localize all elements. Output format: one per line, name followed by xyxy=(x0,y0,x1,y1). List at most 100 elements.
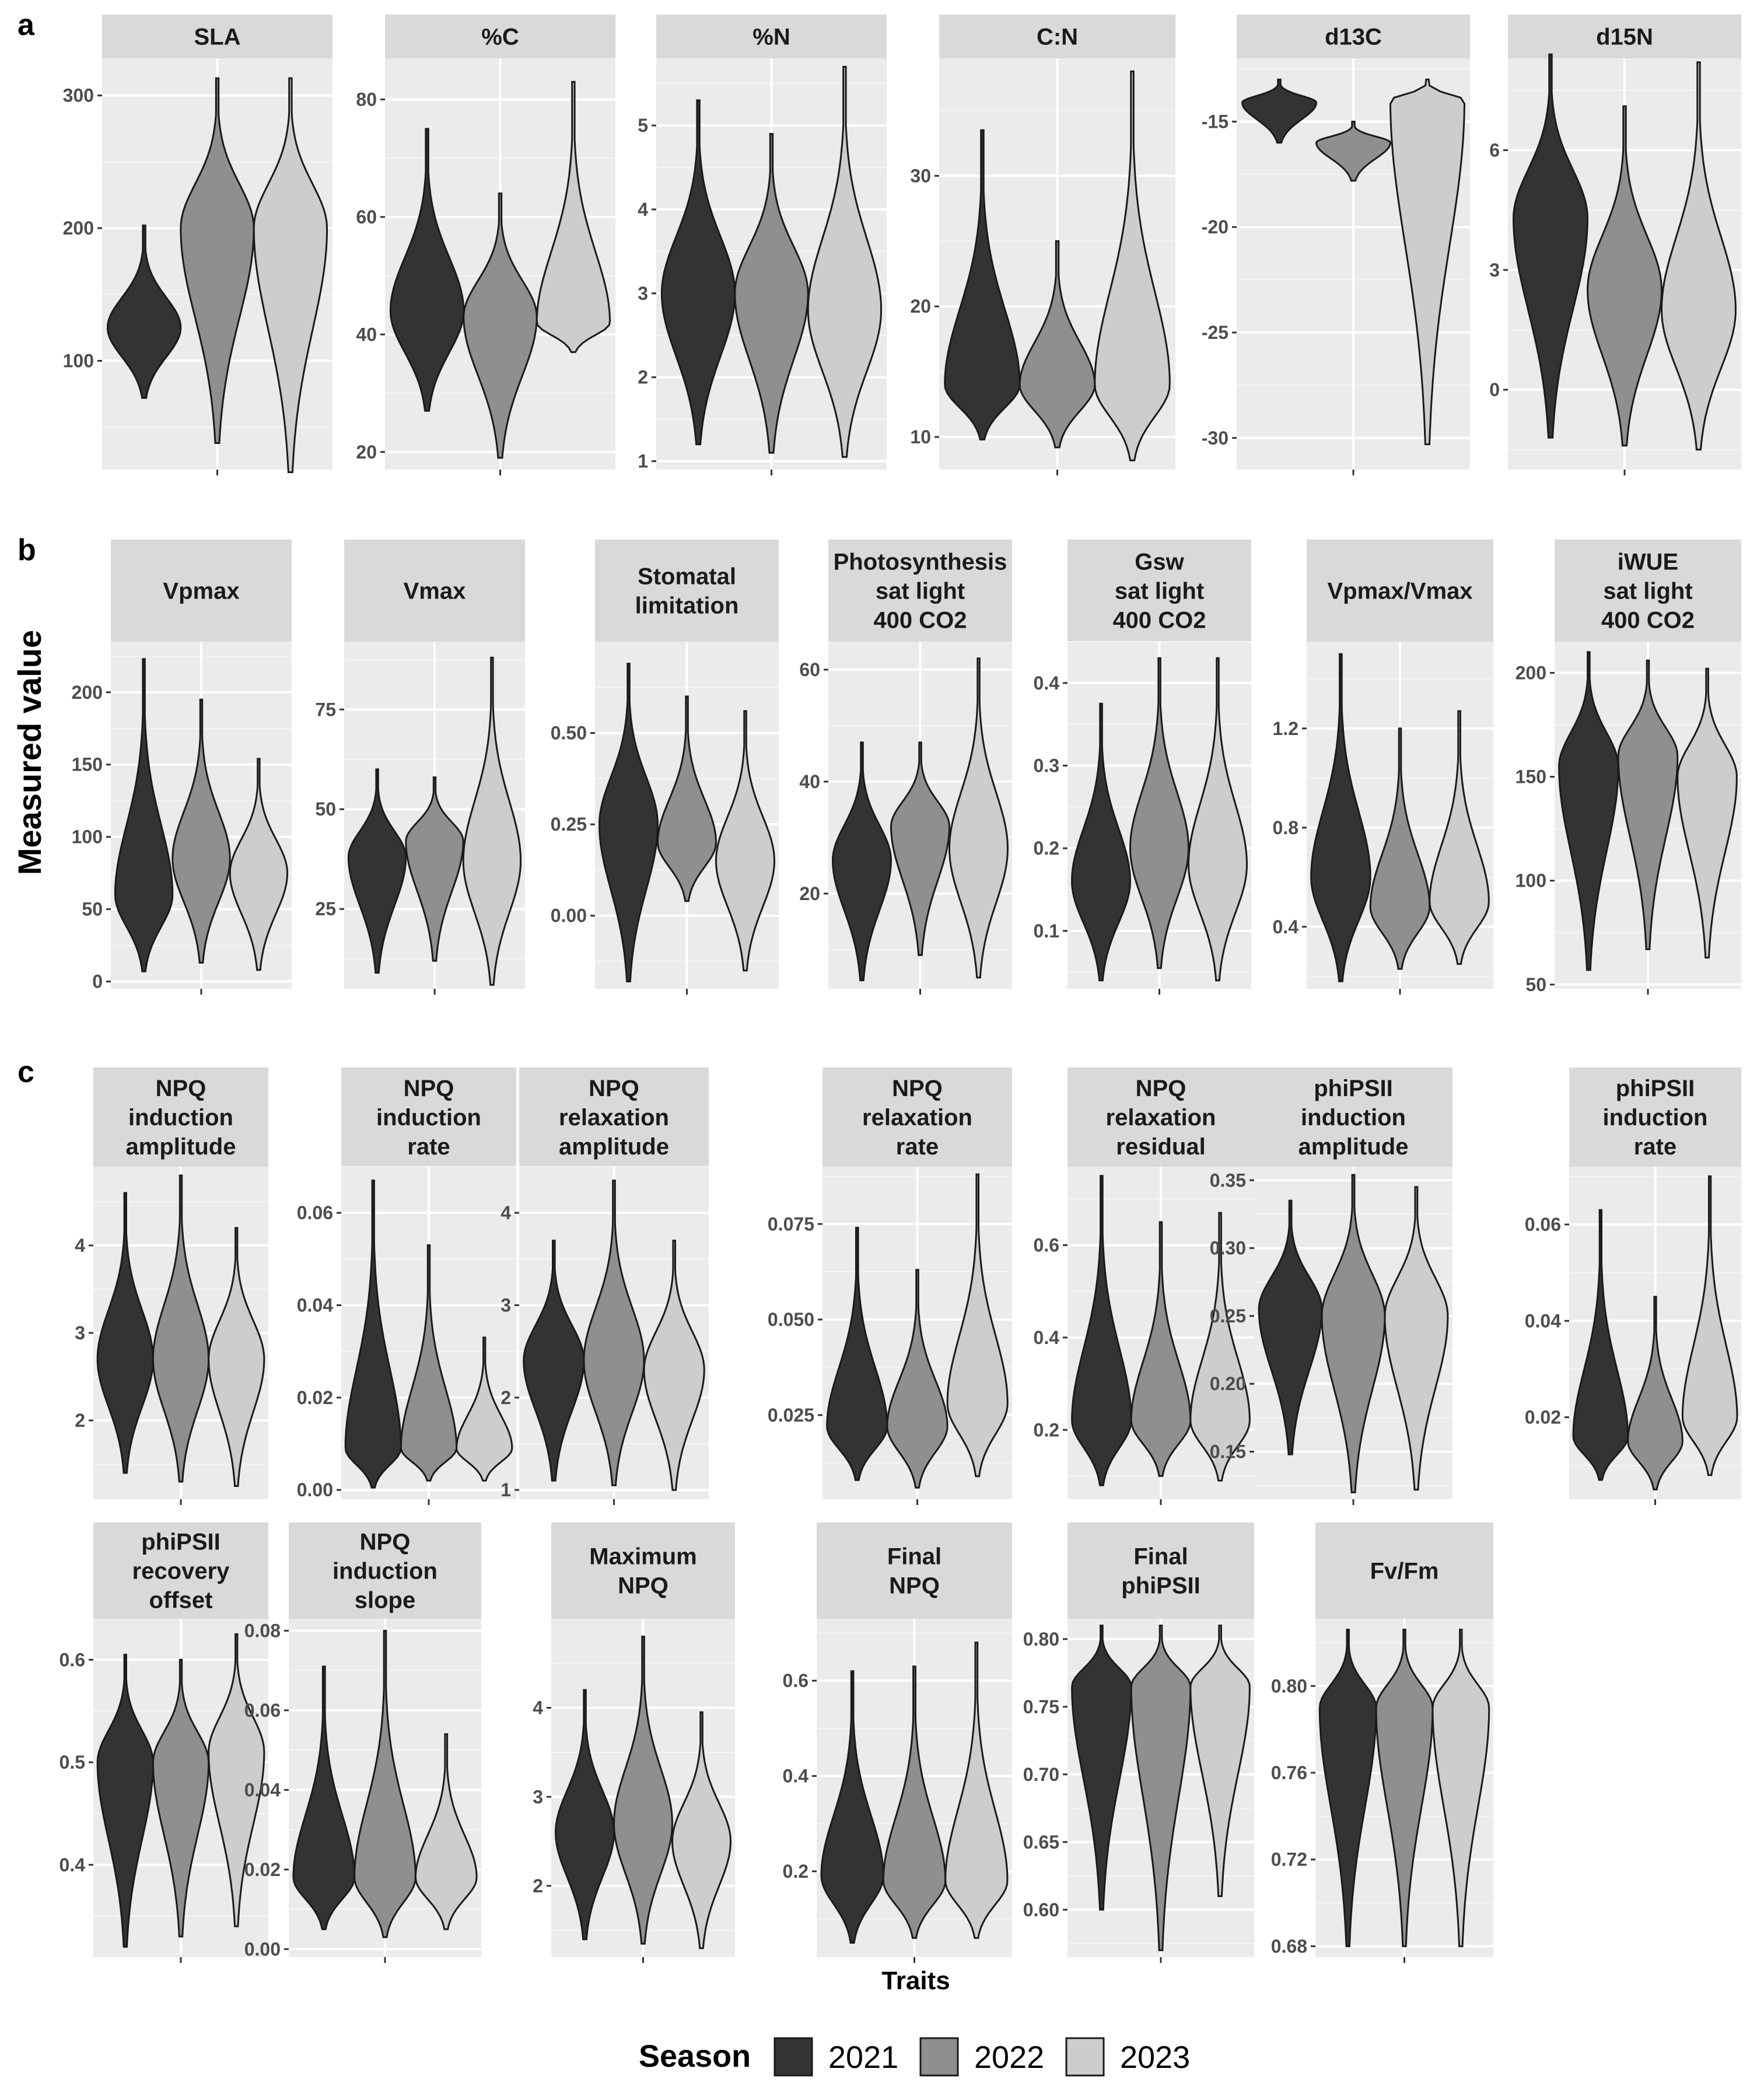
violin-gsw-sat-light-400-co2-2022 xyxy=(1129,657,1190,970)
y-tick-label: 0.76 xyxy=(1271,1762,1307,1783)
violin-npq-relaxation-residual-2021 xyxy=(1071,1175,1132,1486)
panel-c: %C 20 40 60 80 xyxy=(356,15,615,475)
y-tick-label: 40 xyxy=(799,771,820,792)
y-tick-label: 0.02 xyxy=(297,1387,333,1408)
strip-title-phipsii-recovery-offset: phiPSII xyxy=(141,1530,220,1555)
violin-photosynthesis-sat-light-400-co2-2021 xyxy=(831,741,892,982)
panel-iwue-sat-light-400-co2: iWUE sat light 400 CO2 50 100 150 200 xyxy=(1516,540,1741,995)
panel-fv-fm: Fv/Fm 0.68 0.72 0.76 0.80 xyxy=(1271,1522,1493,1963)
violin-d15n-2021 xyxy=(1512,53,1589,439)
strip-title-photosynthesis-sat-light-400-co2: 400 CO2 xyxy=(873,608,967,634)
strip-title-sla: SLA xyxy=(194,24,241,50)
violin-n-2023 xyxy=(807,65,882,458)
strip-title-photosynthesis-sat-light-400-co2: Photosynthesis xyxy=(834,550,1007,575)
strip-vpmax-vmax xyxy=(1307,540,1493,642)
strip-final-npq xyxy=(817,1522,1012,1619)
violin-vpmax-2022 xyxy=(172,698,231,964)
legend: Season 2021 2022 2023 xyxy=(639,2037,1190,2077)
y-tick-label: 150 xyxy=(1516,766,1546,788)
strip-title-gsw-sat-light-400-co2: Gsw xyxy=(1135,550,1184,575)
violin-npq-relaxation-amplitude-2022 xyxy=(583,1180,645,1486)
strip-title-vmax: Vmax xyxy=(404,579,466,604)
y-tick-label: 0.6 xyxy=(1034,1235,1059,1256)
strip-title-maximum-npq: Maximum xyxy=(589,1544,697,1570)
violin-phipsii-recovery-offset-2023 xyxy=(208,1633,265,1927)
strip-title-phipsii-induction-amplitude: amplitude xyxy=(1298,1134,1409,1160)
strip-final-phipsii xyxy=(1068,1522,1254,1619)
panel-stomatal-limitation: Stomatal limitation 0.00 0.25 0.50 xyxy=(551,540,779,995)
y-tick-label: 4 xyxy=(638,199,648,220)
violin-npq-induction-amplitude-2023 xyxy=(208,1227,265,1487)
y-tick-label: 0.02 xyxy=(1525,1407,1561,1428)
violin-photosynthesis-sat-light-400-co2-2023 xyxy=(948,657,1009,979)
strip-title-npq-relaxation-residual: relaxation xyxy=(1106,1105,1216,1130)
violin-d15n-2023 xyxy=(1660,61,1737,451)
strip-photosynthesis-sat-light-400-co2 xyxy=(828,540,1012,642)
y-tick-label: 2 xyxy=(638,367,648,388)
strip-fv-fm xyxy=(1315,1522,1493,1619)
y-tick-label: 1 xyxy=(638,451,648,472)
violin-final-phipsii-2021 xyxy=(1071,1625,1132,1911)
y-tick-label: 2 xyxy=(533,1875,543,1896)
y-tick-label: 1.2 xyxy=(1273,718,1298,739)
y-tick-label: 0.60 xyxy=(1023,1899,1059,1920)
y-tick-label: 0.25 xyxy=(551,814,587,835)
y-tick-label: 0.75 xyxy=(1023,1696,1059,1717)
y-tick-label: 100 xyxy=(63,351,94,372)
y-tick-label: 0.02 xyxy=(244,1859,281,1880)
strip-npq-relaxation-residual xyxy=(1068,1068,1254,1167)
violin-npq-relaxation-rate-2022 xyxy=(886,1269,949,1489)
violin-npq-induction-slope-2022 xyxy=(354,1630,416,1938)
legend-label-2022: 2022 xyxy=(974,2040,1044,2075)
strip-title-npq-induction-amplitude: amplitude xyxy=(126,1134,236,1160)
y-tick-label: 20 xyxy=(799,883,820,904)
y-tick-label: 0.70 xyxy=(1023,1764,1059,1785)
violin-npq-relaxation-residual-2022 xyxy=(1130,1221,1192,1477)
y-tick-label: 0.30 xyxy=(1210,1238,1246,1259)
y-tick-label: 3 xyxy=(638,283,648,304)
panel-vpmax: Vpmax 0 50 100 150 200 xyxy=(72,540,292,995)
y-tick-label: 3 xyxy=(75,1322,85,1343)
strip-title-vpmax: Vpmax xyxy=(163,579,239,604)
panel-n: %N 1 2 3 4 5 xyxy=(638,15,887,475)
strip-title-npq-induction-rate: induction xyxy=(376,1105,481,1130)
violin-npq-induction-rate-2021 xyxy=(344,1180,402,1489)
strip-title-vpmax-vmax: Vpmax/Vmax xyxy=(1327,579,1472,604)
strip-vpmax xyxy=(111,540,292,642)
strip-title-phipsii-induction-rate: rate xyxy=(1634,1134,1676,1160)
y-tick-label: 100 xyxy=(1516,870,1546,891)
strip-phipsii-induction-rate xyxy=(1569,1068,1741,1167)
strip-title-d15n: d15N xyxy=(1596,24,1653,50)
strip-title-iwue-sat-light-400-co2: sat light xyxy=(1603,579,1692,604)
panel-vpmax-vmax: Vpmax/Vmax 0.4 0.8 1.2 xyxy=(1273,540,1493,995)
violin-c-n-2021 xyxy=(944,129,1021,440)
y-tick-label: 0.4 xyxy=(1034,673,1060,694)
y-tick-label: 0.08 xyxy=(244,1620,281,1641)
panel-npq-relaxation-amplitude: NPQ relaxation amplitude 1 2 3 4 xyxy=(501,1068,709,1505)
strip-title-npq-relaxation-amplitude: amplitude xyxy=(559,1134,669,1160)
section-label-a: a xyxy=(18,8,35,42)
panel-grid: SLA100200300%C20406080%N12345C:N102030d1… xyxy=(60,15,1741,1963)
y-tick-label: 0.6 xyxy=(60,1649,85,1670)
violin-final-npq-2021 xyxy=(820,1670,884,1944)
y-tick-label: 50 xyxy=(1525,974,1546,995)
y-tick-label: 80 xyxy=(356,89,377,110)
violin-npq-relaxation-rate-2023 xyxy=(946,1173,1009,1478)
violin-vpmax-2023 xyxy=(229,758,289,971)
y-tick-label: 0.00 xyxy=(244,1938,281,1959)
violin-n-2022 xyxy=(734,133,809,454)
strip-title-fv-fm: Fv/Fm xyxy=(1370,1559,1439,1584)
y-tick-label: -25 xyxy=(1202,322,1228,343)
y-tick-label: 3 xyxy=(501,1295,511,1316)
violin-phipsii-recovery-offset-2021 xyxy=(96,1654,154,1948)
violin-vmax-2021 xyxy=(347,768,407,974)
panel-npq-induction-amplitude: NPQ induction amplitude 2 3 4 xyxy=(75,1068,268,1505)
violin-sla-2021 xyxy=(107,225,182,399)
panel-phipsii-induction-amplitude: phiPSII induction amplitude 0.15 0.20 0.25 0.3… xyxy=(1210,1068,1452,1505)
violin-c-2022 xyxy=(463,192,538,459)
strip-title-npq-relaxation-rate: rate xyxy=(896,1134,939,1160)
violin-d15n-2022 xyxy=(1587,105,1662,447)
violin-d13c-2023 xyxy=(1389,78,1466,446)
panel-sla: SLA 100 200 300 xyxy=(63,15,332,475)
legend-label-2021: 2021 xyxy=(828,2040,898,2075)
